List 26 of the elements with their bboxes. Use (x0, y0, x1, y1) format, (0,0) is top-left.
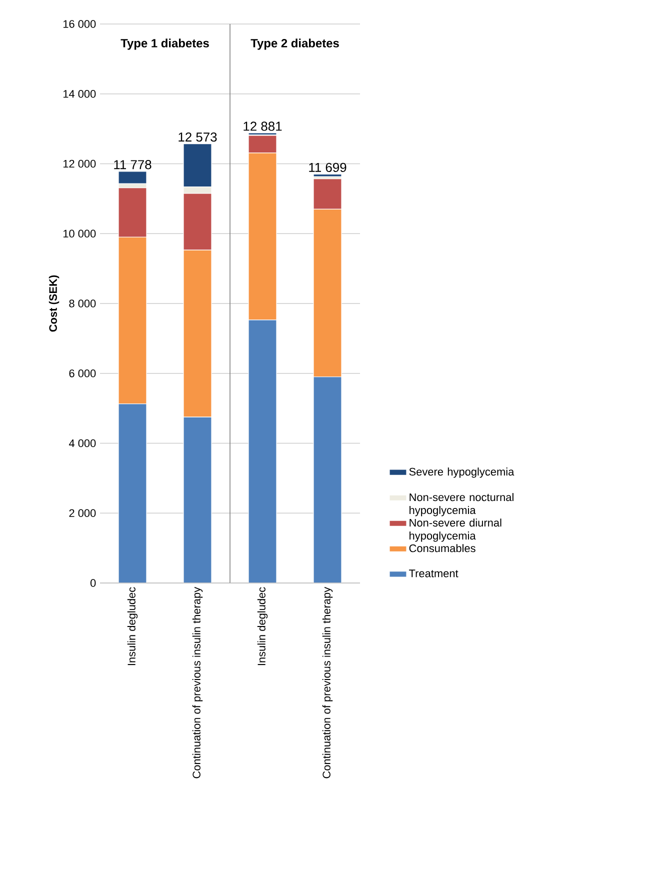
x-tick-label: Continuation of previous insulin therapy (322, 586, 333, 778)
bar (118, 171, 147, 184)
x-tick-label: Insulin degludec (127, 587, 138, 666)
y-tick-label: 12 000 (63, 160, 96, 168)
x-tick-label: Insulin degludec (257, 587, 268, 666)
total-label: 12 573 (178, 132, 217, 142)
text: Type 2 diabetes (250, 38, 339, 50)
legend-label: Non-severe diurnal hypoglycemia (410, 518, 502, 542)
total-label: 11 778 (114, 160, 152, 170)
y-tick-label: 0 (90, 579, 96, 587)
y-tick-label: 4 000 (68, 439, 96, 448)
y-tick-label: 2 000 (69, 509, 96, 518)
legend-label: Consumables (409, 544, 476, 552)
y-tick-label: 10 000 (63, 230, 96, 238)
legend-label: Non-severe nocturnal hypoglycemia (410, 493, 514, 516)
total-label: 12 881 (244, 122, 282, 131)
y-axis-title: Cost (SEK) (48, 275, 60, 332)
x-tick-label: Continuation of previous insulin therapy (192, 586, 203, 778)
y-tick-label: 6 000 (69, 370, 96, 378)
legend-label: Severe hypoglycemia (409, 468, 514, 478)
total-label: 11 699 (309, 162, 346, 172)
y-tick-label: 14 000 (63, 90, 96, 98)
text: Type 1 diabetes (120, 38, 209, 50)
legend-label: Treatment (409, 570, 458, 578)
y-tick-label: 8 000 (69, 300, 96, 308)
y-tick-label: 16 000 (63, 20, 96, 28)
